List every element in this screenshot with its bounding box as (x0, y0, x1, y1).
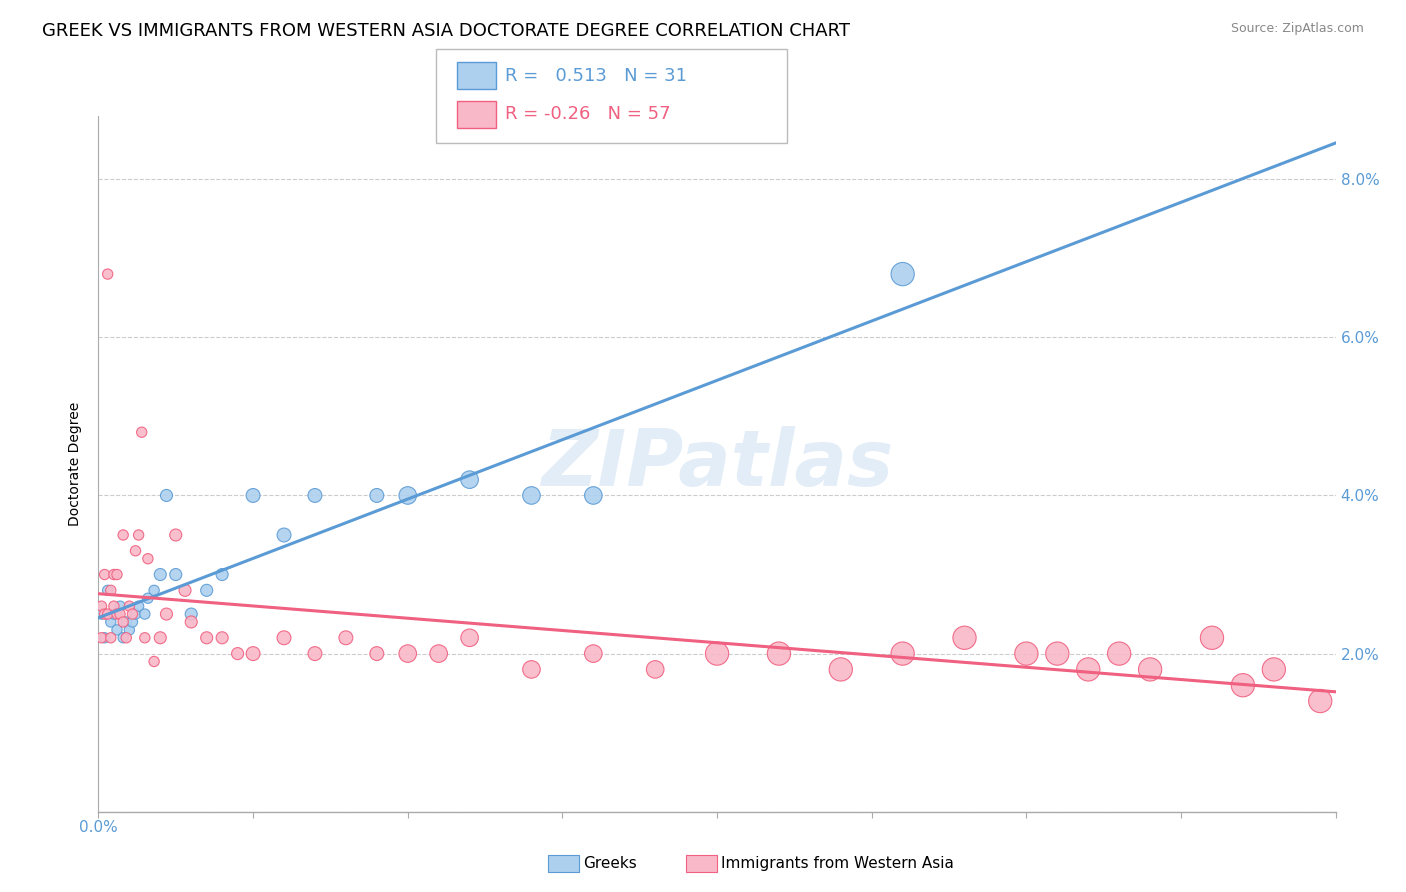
Point (242, 647, 264, 661)
Point (97, 583, 120, 598)
Point (226, 647, 249, 661)
Point (304, 488, 326, 502)
Point (520, 488, 543, 502)
Point (458, 631, 481, 645)
Point (174, 583, 197, 598)
Point (520, 662, 543, 676)
Point (1139, 662, 1161, 676)
Point (115, 615, 138, 629)
Point (366, 647, 388, 661)
Point (128, 599, 150, 614)
Point (706, 647, 728, 661)
Point (112, 615, 135, 629)
Point (1263, 662, 1285, 676)
Point (891, 267, 914, 281)
Point (100, 631, 122, 645)
Point (134, 607, 156, 621)
Point (1046, 647, 1069, 661)
Point (891, 647, 914, 661)
Point (582, 647, 605, 661)
Point (242, 488, 264, 502)
Point (108, 599, 131, 614)
Point (768, 647, 790, 661)
Point (136, 591, 159, 606)
Point (149, 631, 172, 645)
Point (121, 615, 143, 629)
Text: R =   0.513   N = 31: R = 0.513 N = 31 (505, 67, 686, 85)
Point (458, 473, 481, 487)
Point (1232, 678, 1254, 692)
Point (1201, 631, 1223, 645)
Point (124, 543, 146, 558)
Point (1015, 647, 1038, 661)
Point (97, 267, 120, 281)
Point (165, 528, 187, 542)
Point (195, 583, 218, 598)
Point (155, 488, 177, 502)
Point (128, 528, 150, 542)
Point (582, 488, 605, 502)
Point (105, 607, 128, 621)
Point (304, 647, 326, 661)
Point (396, 488, 419, 502)
Text: ZIPatlas: ZIPatlas (541, 425, 893, 502)
Point (195, 631, 218, 645)
Point (105, 567, 128, 582)
Point (335, 631, 357, 645)
Text: Source: ZipAtlas.com: Source: ZipAtlas.com (1230, 22, 1364, 36)
Text: GREEK VS IMMIGRANTS FROM WESTERN ASIA DOCTORATE DEGREE CORRELATION CHART: GREEK VS IMMIGRANTS FROM WESTERN ASIA DO… (42, 22, 851, 40)
Text: Immigrants from Western Asia: Immigrants from Western Asia (721, 856, 955, 871)
Text: Greeks: Greeks (583, 856, 637, 871)
Point (112, 631, 135, 645)
Point (100, 615, 122, 629)
Point (1309, 694, 1331, 708)
Point (366, 488, 388, 502)
Point (97, 607, 120, 621)
Point (165, 567, 187, 582)
Point (273, 528, 295, 542)
Point (136, 551, 159, 566)
Point (118, 623, 141, 637)
Point (103, 607, 125, 621)
Point (121, 607, 143, 621)
Point (115, 631, 138, 645)
Point (211, 631, 233, 645)
Point (134, 631, 156, 645)
Point (427, 647, 450, 661)
Point (103, 567, 125, 582)
Point (155, 607, 177, 621)
Point (90, 631, 112, 645)
Point (100, 583, 122, 598)
Point (112, 528, 135, 542)
Point (830, 662, 852, 676)
Y-axis label: Doctorate Degree: Doctorate Degree (69, 401, 83, 526)
Point (103, 599, 125, 614)
Point (149, 567, 172, 582)
Point (93, 567, 115, 582)
Point (644, 662, 666, 676)
Point (143, 583, 166, 598)
Point (118, 599, 141, 614)
Point (131, 425, 153, 440)
Point (90, 607, 112, 621)
Point (396, 647, 419, 661)
Point (273, 631, 295, 645)
Point (211, 567, 233, 582)
Point (93, 607, 115, 621)
Point (180, 607, 202, 621)
Point (1108, 647, 1130, 661)
Text: 0.0%: 0.0% (79, 820, 118, 835)
Point (93, 631, 115, 645)
Point (105, 623, 128, 637)
Point (124, 607, 146, 621)
Point (953, 631, 976, 645)
Point (180, 615, 202, 629)
Point (108, 607, 131, 621)
Point (1077, 662, 1099, 676)
Point (90, 599, 112, 614)
Text: R = -0.26   N = 57: R = -0.26 N = 57 (505, 105, 671, 123)
Point (143, 655, 166, 669)
